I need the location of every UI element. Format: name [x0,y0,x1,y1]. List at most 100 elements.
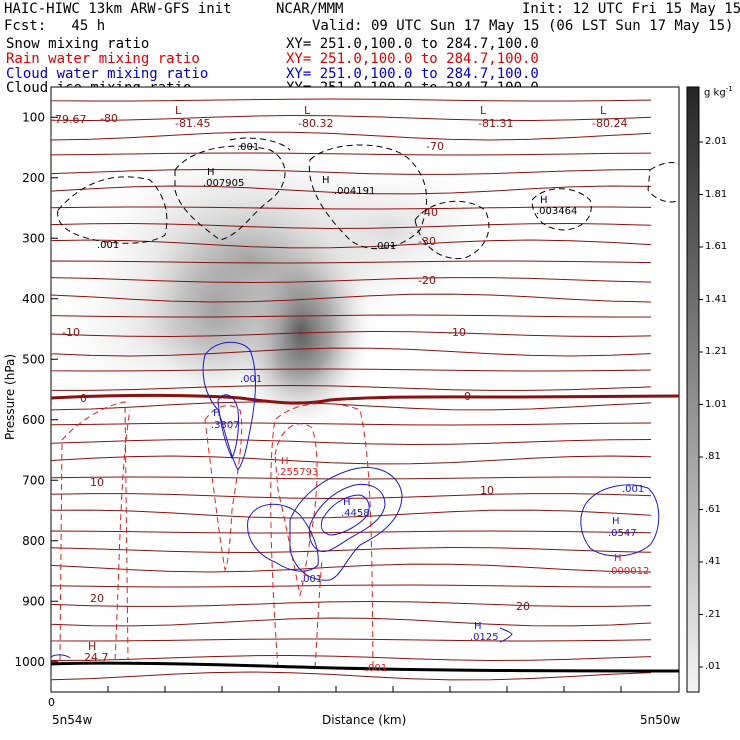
isotherm-low-value: -80.32 [298,117,333,130]
isotherm-line [51,185,652,195]
isotherm-low-value: -81.31 [478,117,513,130]
snow-contour-label: .001 [97,240,119,251]
cloudwater-max-value: .0547 [608,528,637,539]
isotherm-label: -70 [426,140,444,153]
colorbar-label: .61 [705,503,721,515]
legend-snow-label: Snow mixing ratio [6,36,150,52]
cloudwater-contour-label: .001 [300,574,322,585]
isotherm-label: -40 [420,206,438,219]
x-left-location: 5n54w [52,713,93,727]
cloudwater-max-value: .4458 [341,508,370,519]
isotherm-line [51,671,652,681]
snow-contour [174,145,286,241]
cloudwater-contour [217,394,239,460]
y-tick-label: 300 [22,231,45,245]
isotherm-line [51,384,652,391]
cloudwater-contour [499,627,513,643]
snow-max-value: .004191 [334,186,375,197]
y-tick-label: 400 [22,292,45,306]
colorbar-label: .81 [705,451,721,462]
snow-contour [531,188,592,231]
isotherm-line [51,330,652,338]
x-axis-title: Distance (km) [322,713,406,727]
isotherm-line [51,530,652,534]
rain-max-marker: H [614,553,622,564]
isotherm-label: 20 [516,600,530,613]
isotherm-label: 10 [480,484,494,497]
isotherm-line [51,422,652,426]
y-tick-label: 200 [22,171,45,185]
snow-max-value: .007905 [203,178,244,189]
isotherm-line [51,152,652,156]
isotherm-label: -10 [448,326,466,339]
isotherm-line [51,401,652,411]
legend-cloudwater-label: Cloud water mixing ratio [6,66,209,82]
y-tick-label: 800 [22,534,45,548]
cloudwater-max-value: .0125 [470,632,499,643]
legend-cloudwater-xy: XY= 251.0,100.0 to 284.7,100.0 [286,66,539,82]
isotherm-line [51,563,652,573]
rain-contour [314,559,323,669]
cloudwater-contour-label: .001 [622,484,644,495]
init-time: Init: 12 UTC Fri 15 May 15 [522,1,740,17]
colorbar-ticks [699,141,703,668]
isotherm-line [51,368,652,372]
terrain-line [51,661,679,673]
rain-contour [204,405,243,572]
isotherm-line [51,455,652,465]
isotherm-low-marker: L [304,104,311,117]
rain-max-marker: H [281,456,289,467]
isotherm-low-marker: L [600,104,607,117]
snow-contour [229,137,291,151]
cloudwater-contour [247,503,319,572]
y-tick-label: 100 [22,110,45,124]
isotherm-low-marker: L [480,104,487,117]
y-tick-label: 500 [22,352,45,366]
cloudwater-max-marker: H [343,497,351,508]
isotherm-high-marker: H [88,640,96,653]
y-tick-label: 700 [22,473,45,487]
isotherm-line [51,239,652,249]
colorbar-label: .41 [705,556,721,567]
isotherm-line [51,617,652,627]
colorbar-label: 2.01 [705,136,728,147]
snow-contour-label: .001 [374,241,396,252]
isotherm-line [51,277,652,284]
snow-shade-outer [51,240,305,420]
isotherm-line [51,131,652,141]
isotherm-line [51,546,652,554]
rain-contour-label: .001 [365,663,387,674]
cloudwater-contour [202,341,256,471]
isotherm-label: -10 [62,326,80,339]
snow-max-marker: H [207,167,215,178]
legend-rain-xy: XY= 251.0,100.0 to 284.7,100.0 [286,51,539,67]
cloudwater-max-marker: H [612,516,620,527]
colorbar-label: 1.21 [705,346,728,357]
y-axis-title: Pressure (hPa) [3,354,17,440]
isotherm-line [51,638,652,642]
cloudwater-contour [580,484,660,557]
cloudwater-contour [308,483,386,553]
isotherm-label: -30 [418,235,436,248]
isotherm-low-value: -81.45 [175,117,210,130]
colorbar-label: 1.41 [705,293,728,305]
snow-contour [647,162,679,203]
isotherm-low-marker: L [175,104,182,117]
cloudwater-contour-label: .001 [240,374,262,385]
isotherm-line [51,476,652,480]
y-tick-label: 900 [22,594,45,608]
rain-contour [114,409,131,661]
snow-max-marker: H [540,195,548,206]
forecast-hour: Fcst: 45 h [4,18,106,34]
x-origin-label: 0 [48,696,55,709]
colorbar-label: 1.61 [705,241,728,252]
snow-contour [414,200,490,260]
isotherm-line [51,168,652,175]
colorbar-label: 1.01 [705,398,728,410]
zero-isotherm [51,393,679,405]
rain-contour [59,401,129,661]
x-right-location: 5n50w [640,713,681,727]
colorbar-unit: g kg-1 [704,85,733,99]
rain-max-value: .255793 [277,467,318,478]
